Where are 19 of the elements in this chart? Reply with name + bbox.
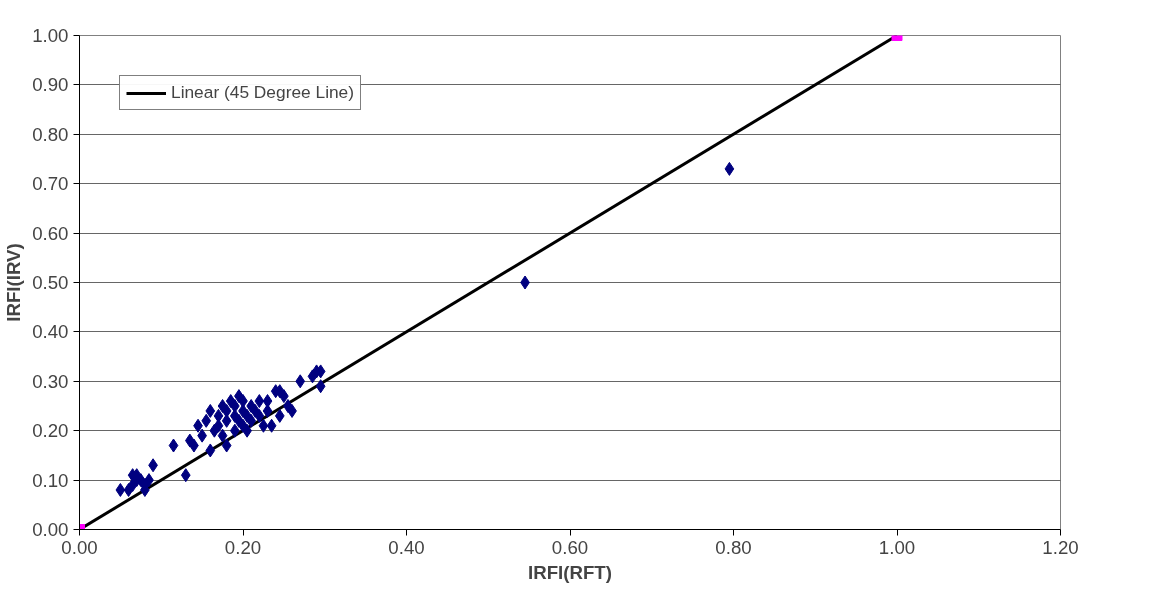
y-tick-label: 0.80	[32, 123, 69, 145]
y-tick-label: 0.30	[32, 370, 69, 392]
x-tick-label: 1.00	[878, 536, 916, 558]
y-tick-label: 0.70	[32, 173, 69, 195]
legend-label: Linear (45 Degree Line)	[171, 82, 355, 103]
y-tick-label: 0.40	[32, 321, 69, 343]
y-tick-label: 1.00	[32, 25, 69, 46]
y-tick-label: 0.10	[32, 469, 69, 491]
y-axis-title: IRFI(IRV)	[3, 243, 25, 322]
y-tick-label: 0.50	[32, 272, 69, 293]
y-tick-label: 0.20	[32, 420, 69, 442]
x-tick-label: 0.60	[551, 536, 589, 558]
x-axis-title: IRFI(RFT)	[528, 561, 612, 583]
y-tick-label: 0.90	[32, 74, 69, 96]
x-tick-label: 1.20	[1042, 536, 1079, 558]
x-tick-label: 0.40	[388, 536, 425, 558]
x-tick-label: 0.20	[224, 536, 262, 558]
y-tick-label: 0.60	[32, 222, 69, 244]
x-tick-label: 0.80	[715, 536, 752, 558]
